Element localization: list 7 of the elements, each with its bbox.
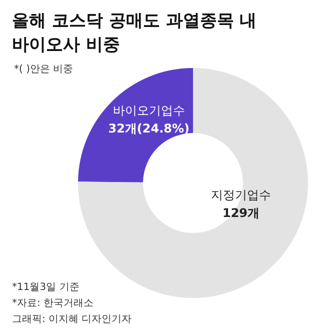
title: 올해 코스닥 공매도 과열종목 내 [12,11,257,31]
annotation: *자료: 한국거래소 [12,298,94,309]
annotation: 129개 [222,206,260,220]
subtitle: *( )안은 비중 [14,64,74,75]
title: 바이오사 비중 [12,35,120,55]
annotation: *11월3일 기준 [12,282,80,293]
annotation: 그래픽: 이지혜 디자인기자 [12,314,132,325]
